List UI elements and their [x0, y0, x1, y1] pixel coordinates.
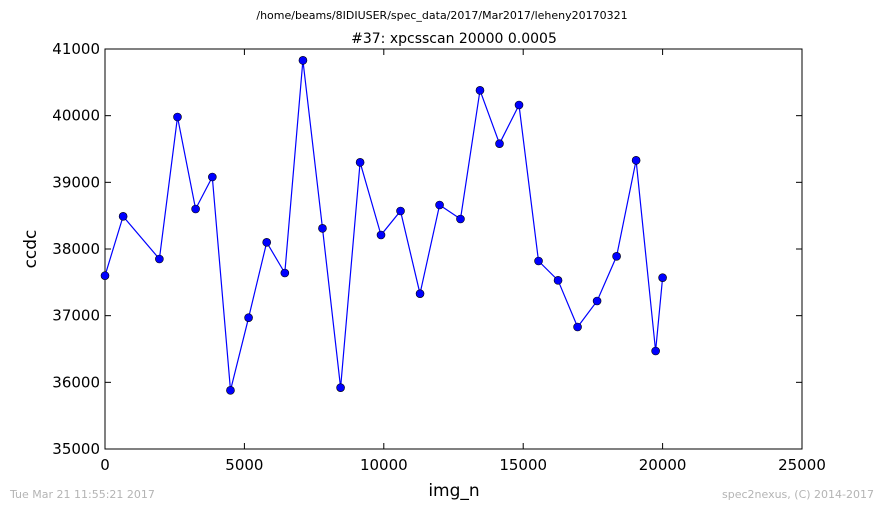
- data-point: [155, 254, 164, 264]
- chart-suptitle: /home/beams/8IDIUSER/spec_data/2017/Mar2…: [256, 9, 627, 22]
- x-axis-label: img_n: [428, 481, 479, 501]
- footer-credit: spec2nexus, (C) 2014-2017: [722, 488, 874, 501]
- data-point: [514, 100, 524, 110]
- y-tick-label: 39000: [52, 173, 100, 191]
- data-point: [612, 252, 621, 261]
- data-point: [456, 214, 465, 224]
- footer-timestamp: Tue Mar 21 11:55:21 2017: [9, 488, 155, 501]
- y-axis-label: ccdc: [21, 230, 41, 269]
- data-point: [173, 112, 182, 122]
- data-point: [631, 156, 641, 165]
- data-point: [592, 296, 602, 306]
- data-point: [651, 346, 660, 356]
- plot-frame: [104, 48, 803, 450]
- data-point: [376, 230, 386, 240]
- y-tick-label: 35000: [52, 440, 100, 458]
- x-tick-label: 5000: [225, 456, 263, 474]
- data-point: [262, 238, 272, 247]
- data-point: [435, 200, 444, 210]
- chart-title: #37: xpcsscan 20000 0.0005: [351, 31, 557, 47]
- data-point: [553, 276, 563, 285]
- series-line: [104, 60, 664, 391]
- x-tick-label: 0: [100, 456, 110, 474]
- data-point: [100, 271, 110, 280]
- data-point: [415, 289, 425, 298]
- data-point: [475, 86, 485, 95]
- data-point: [534, 256, 543, 266]
- x-tick-label: 15000: [499, 456, 547, 474]
- data-point: [226, 386, 235, 395]
- y-tick-label: 36000: [52, 373, 100, 391]
- data-point: [118, 212, 128, 221]
- data-point: [280, 268, 290, 278]
- y-tick-label: 38000: [52, 240, 100, 258]
- data-point: [318, 224, 327, 233]
- x-tick-label: 10000: [360, 456, 408, 474]
- data-point: [573, 322, 582, 332]
- y-axis: 35000 36000 37000 38000 39000 40000 41000: [52, 40, 802, 458]
- data-point: [355, 158, 365, 167]
- y-tick-label: 37000: [52, 307, 100, 325]
- x-tick-label: 25000: [778, 456, 826, 474]
- plot-area: [100, 48, 803, 450]
- data-point: [208, 172, 217, 182]
- y-tick-label: 41000: [52, 40, 100, 58]
- data-point: [396, 206, 405, 216]
- data-point: [298, 56, 308, 65]
- data-point: [244, 313, 253, 322]
- x-tick-label: 20000: [639, 456, 687, 474]
- x-axis: 0 5000 10000 15000 20000 25000: [100, 49, 826, 474]
- data-point: [658, 273, 667, 282]
- data-point: [336, 383, 345, 392]
- y-tick-label: 40000: [52, 107, 100, 125]
- data-point: [191, 204, 200, 214]
- data-point: [495, 139, 504, 148]
